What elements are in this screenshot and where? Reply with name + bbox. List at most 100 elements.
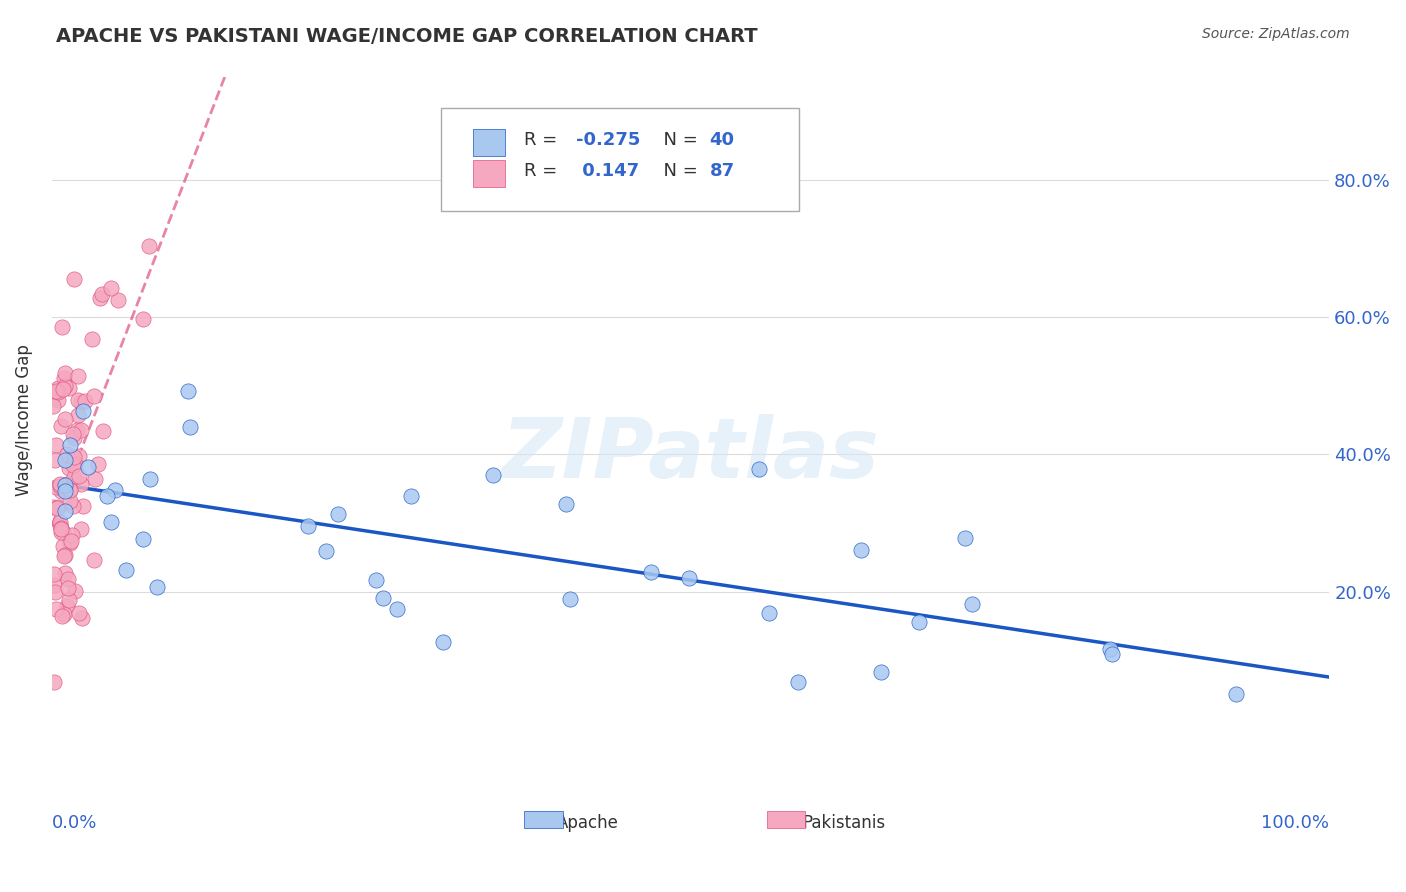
Point — [869, 665, 891, 680]
Point — [554, 498, 576, 512]
Text: N =: N = — [652, 162, 703, 180]
Point — [1225, 687, 1247, 701]
Point — [481, 467, 503, 482]
Point — [53, 548, 76, 562]
Point — [59, 483, 82, 497]
Point — [45, 384, 67, 399]
Point — [138, 472, 160, 486]
Point — [89, 291, 111, 305]
Point — [70, 611, 93, 625]
Text: R =: R = — [524, 162, 564, 180]
Point — [96, 489, 118, 503]
Point — [53, 566, 76, 580]
Point — [83, 552, 105, 566]
Point — [58, 381, 80, 395]
Point — [52, 382, 75, 396]
Point — [432, 635, 454, 649]
Point — [56, 476, 79, 491]
Point — [146, 581, 169, 595]
Point — [53, 379, 76, 393]
Point — [59, 483, 82, 498]
FancyBboxPatch shape — [474, 129, 505, 156]
Point — [100, 281, 122, 295]
Point — [42, 577, 65, 591]
Point — [48, 518, 70, 533]
Point — [67, 408, 90, 422]
Text: 0.147: 0.147 — [575, 162, 638, 180]
Point — [70, 423, 93, 437]
Point — [56, 447, 79, 461]
Point — [53, 503, 76, 517]
Point — [70, 523, 93, 537]
Point — [73, 394, 96, 409]
Text: 87: 87 — [710, 162, 735, 180]
Text: 0.0%: 0.0% — [52, 814, 97, 832]
Point — [63, 431, 86, 445]
Point — [67, 606, 90, 620]
FancyBboxPatch shape — [524, 811, 562, 828]
Point — [678, 571, 700, 585]
Point — [787, 675, 810, 690]
Point — [62, 426, 84, 441]
Point — [100, 515, 122, 529]
Point — [44, 452, 66, 467]
Point — [560, 591, 582, 606]
FancyBboxPatch shape — [441, 108, 799, 211]
Point — [60, 528, 83, 542]
Point — [315, 544, 337, 558]
Point — [70, 395, 93, 409]
Point — [60, 533, 83, 548]
Point — [51, 484, 73, 499]
Point — [748, 462, 770, 476]
Point — [385, 602, 408, 616]
Point — [42, 566, 65, 581]
Point — [364, 573, 387, 587]
Point — [53, 366, 76, 380]
Point — [62, 500, 84, 514]
Text: -0.275: -0.275 — [575, 131, 640, 150]
Point — [758, 606, 780, 620]
Point — [1101, 648, 1123, 662]
Point — [91, 424, 114, 438]
Point — [46, 393, 69, 408]
Point — [53, 477, 76, 491]
Point — [42, 500, 65, 514]
Point — [849, 542, 872, 557]
Point — [131, 532, 153, 546]
Point — [48, 500, 70, 515]
Point — [83, 389, 105, 403]
Point — [56, 581, 79, 595]
Point — [66, 393, 89, 408]
Point — [53, 549, 76, 564]
Point — [53, 453, 76, 467]
Point — [77, 460, 100, 475]
Point — [45, 500, 67, 515]
Point — [179, 420, 201, 434]
Text: R =: R = — [524, 131, 564, 150]
Point — [66, 423, 89, 437]
FancyBboxPatch shape — [474, 160, 505, 187]
Point — [72, 404, 94, 418]
Point — [107, 293, 129, 307]
Point — [907, 615, 929, 629]
Point — [58, 460, 80, 475]
Text: Apache: Apache — [557, 814, 619, 832]
Point — [326, 507, 349, 521]
Point — [53, 484, 76, 499]
Point — [45, 602, 67, 616]
Point — [67, 449, 90, 463]
Point — [62, 458, 84, 472]
Point — [103, 483, 125, 497]
Point — [56, 599, 79, 614]
Text: N =: N = — [652, 131, 703, 150]
Point — [59, 536, 82, 550]
Point — [87, 457, 110, 471]
Point — [640, 565, 662, 579]
Point — [72, 499, 94, 513]
Point — [49, 521, 72, 535]
Point — [53, 412, 76, 426]
Point — [48, 516, 70, 530]
Point — [67, 469, 90, 483]
Point — [51, 524, 73, 539]
Point — [53, 607, 76, 621]
